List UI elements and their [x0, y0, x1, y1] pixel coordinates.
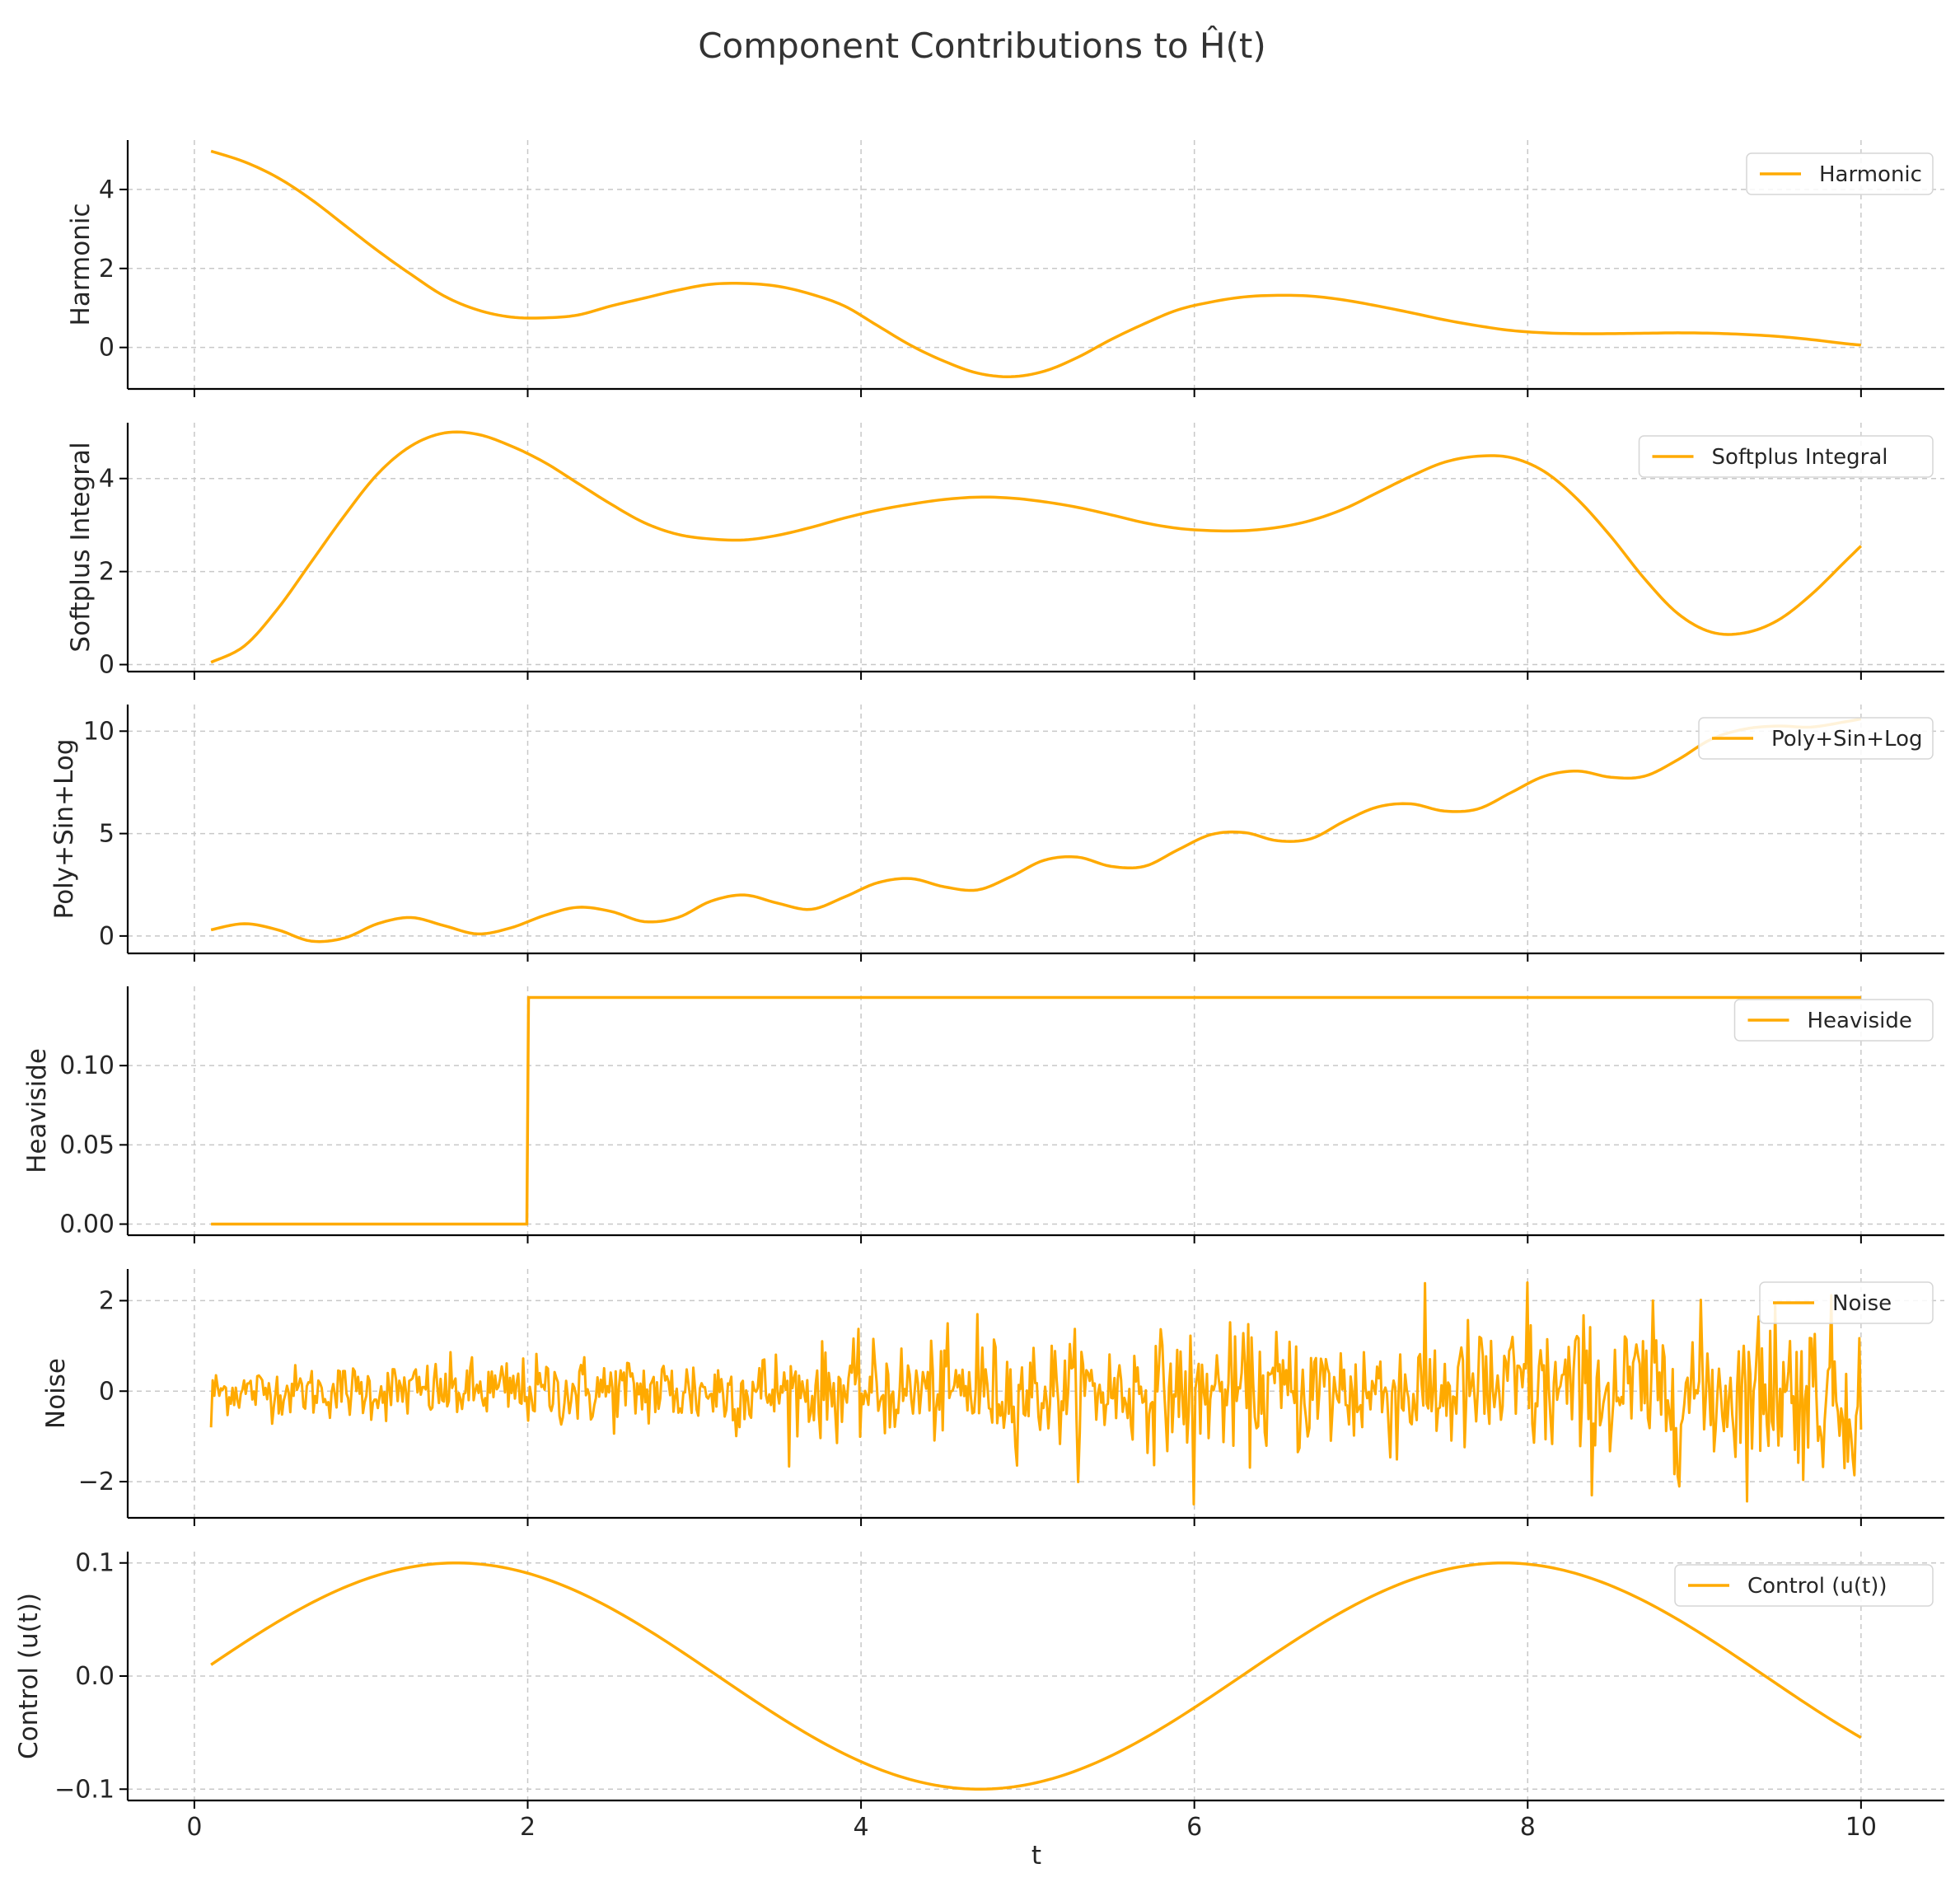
- legend: Control (u(t)): [1674, 1564, 1934, 1607]
- series-line: [211, 995, 1861, 1226]
- y-tick-label: 4: [99, 176, 115, 204]
- y-tick-label: 0.10: [59, 1051, 115, 1080]
- y-tick-label: 0: [99, 922, 115, 951]
- legend-box: [1698, 717, 1934, 760]
- y-tick-label: 10: [83, 717, 115, 746]
- chart-title: Component Contributions to Ĥ(t): [698, 25, 1266, 66]
- x-tick-label: 6: [1186, 1813, 1202, 1842]
- y-axis-label: Poly+Sin+Log: [49, 739, 79, 920]
- x-tick-label: 8: [1520, 1813, 1536, 1842]
- series-line: [209, 1281, 1863, 1506]
- x-tick-label: 0: [186, 1813, 202, 1842]
- legend-box: [1733, 999, 1934, 1042]
- series-line: [210, 430, 1863, 664]
- y-tick-label: 5: [99, 820, 115, 849]
- legend-entry: Poly+Sin+Log: [1771, 727, 1923, 752]
- y-axis-label: Harmonic: [66, 204, 96, 326]
- y-tick-label: 4: [99, 465, 115, 494]
- y-tick-label: 0: [99, 651, 115, 680]
- legend-box: [1746, 152, 1934, 195]
- legend: Softplus Integral: [1638, 435, 1934, 478]
- legend-box: [1638, 435, 1934, 478]
- legend-entry: Control (u(t)): [1747, 1574, 1887, 1599]
- legend: Heaviside: [1733, 999, 1934, 1042]
- panel-5: −2 0 2 Noise Noise: [41, 1269, 1944, 1526]
- y-tick-label: 0: [99, 1377, 115, 1406]
- legend-box: [1674, 1564, 1934, 1607]
- y-tick-label: 0.0: [75, 1662, 115, 1691]
- y-tick-label: 0: [99, 334, 115, 363]
- legend-entry: Softplus Integral: [1712, 445, 1888, 470]
- legend-entry: Harmonic: [1819, 162, 1922, 187]
- series-line: [210, 149, 1862, 378]
- y-axis-label: Control (u(t)): [14, 1593, 44, 1759]
- x-tick-label: 2: [520, 1813, 536, 1842]
- panel-6: −0.1 0.0 0.1 0 2 4 6 8 10 Control (u(t)) Control (…: [14, 1549, 1944, 1842]
- legend-entry: Noise: [1832, 1291, 1892, 1316]
- y-tick-label: 2: [99, 1286, 115, 1315]
- y-tick-label: −2: [78, 1468, 115, 1496]
- legend: Poly+Sin+Log: [1698, 717, 1934, 760]
- series-line: [210, 717, 1862, 944]
- y-tick-label: −0.1: [54, 1775, 115, 1804]
- y-axis-label: Softplus Integral: [66, 442, 96, 652]
- y-axis-label: Heaviside: [22, 1048, 52, 1173]
- y-tick-label: 2: [99, 255, 115, 283]
- x-axis-label: t: [1031, 1841, 1041, 1871]
- y-tick-label: 2: [99, 558, 115, 587]
- series-line: [210, 1561, 1862, 1791]
- legend-box: [1759, 1281, 1934, 1324]
- y-tick-label: 0.1: [75, 1549, 115, 1578]
- y-axis-label: Noise: [41, 1358, 71, 1429]
- legend: Noise: [1759, 1281, 1934, 1324]
- y-tick-label: 0.00: [59, 1210, 115, 1239]
- x-tick-label: 4: [854, 1813, 869, 1842]
- x-tick-label: 10: [1845, 1813, 1877, 1842]
- legend: Harmonic: [1746, 152, 1934, 195]
- legend-entry: Heaviside: [1808, 1009, 1912, 1033]
- y-tick-label: 0.05: [59, 1131, 115, 1159]
